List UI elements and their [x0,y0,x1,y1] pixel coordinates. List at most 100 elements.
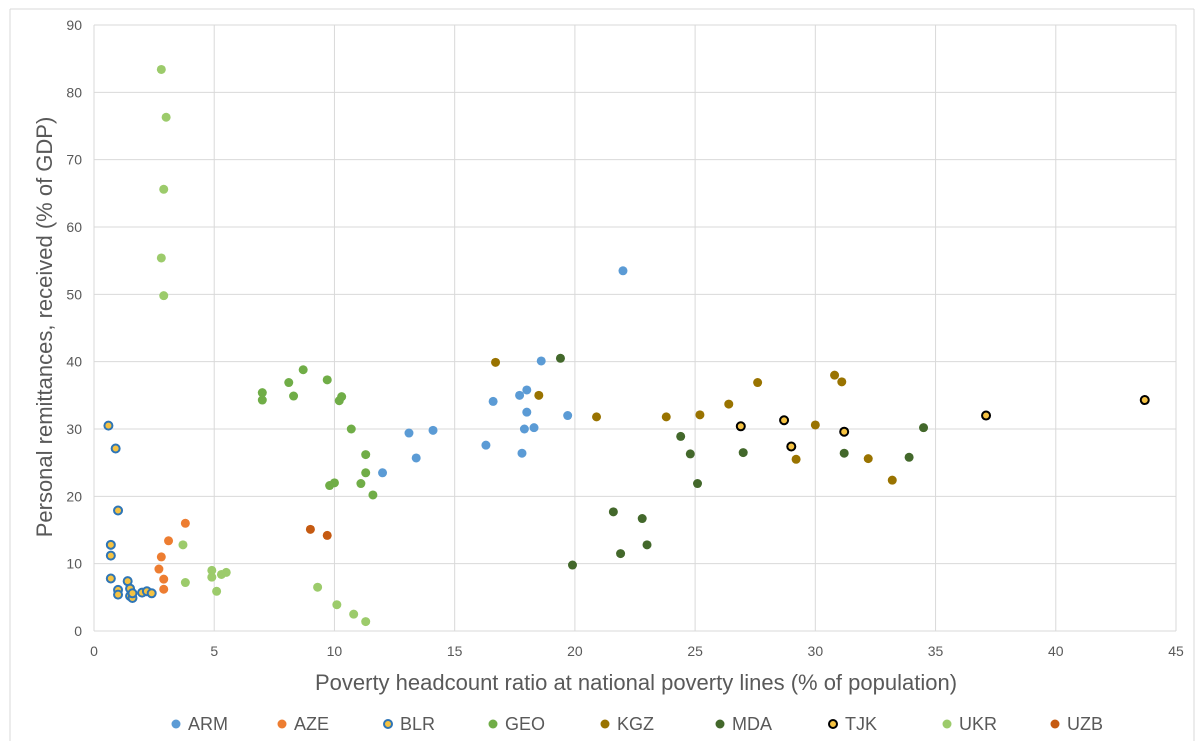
point-geo [361,450,371,460]
point-geo [289,391,299,401]
tick-labels: 0 5 10 15 20 25 30 35 40 45 0 10 20 30 40 50 60 70 80 90 [66,17,1184,659]
x-tick-label: 35 [928,643,944,659]
point-aze [180,518,190,528]
point-kgz [491,357,501,367]
y-tick-label: 60 [66,219,82,235]
point-arm [517,448,527,458]
legend-marker-kgz [600,719,610,729]
x-tick-label: 45 [1168,643,1184,659]
x-tick-label: 0 [90,643,98,659]
x-tick-label: 40 [1048,643,1064,659]
point-ukr [161,112,171,122]
point-geo [329,478,339,488]
point-geo [337,392,347,402]
point-arm [563,411,573,421]
point-aze [154,564,164,574]
point-uzb [322,530,332,540]
point-mda [567,560,577,570]
point-ukr [159,291,169,301]
point-tjk [779,415,790,426]
point-arm [522,385,532,395]
point-kgz [592,412,602,422]
legend-marker-arm [171,719,181,729]
point-mda [693,479,703,489]
point-ukr [313,582,323,592]
point-kgz [695,410,705,420]
point-ukr [156,253,166,263]
point-mda [637,514,647,524]
point-mda [685,449,695,459]
y-tick-label: 10 [66,556,82,572]
point-arm [522,407,532,417]
point-arm [618,266,628,276]
legend-marker-geo [488,719,498,729]
point-uzb [305,524,315,534]
point-blr [105,550,116,561]
point-arm [428,425,438,435]
point-kgz [534,390,544,400]
point-kgz [830,370,840,380]
point-geo [361,468,371,478]
x-tick-label: 20 [567,643,583,659]
point-arm [404,428,414,438]
y-tick-label: 70 [66,152,82,168]
gridlines [93,24,1177,632]
point-ukr [332,600,342,610]
legend-label-blr: BLR [400,714,435,734]
point-arm [529,423,539,433]
y-tick-label: 80 [66,84,82,100]
point-mda [738,448,748,458]
point-tjk [839,426,850,437]
x-tick-label: 10 [327,643,343,659]
point-kgz [791,454,801,464]
legend-label-ukr: UKR [959,714,997,734]
legend-marker-ukr [942,719,952,729]
point-blr [105,573,116,584]
point-geo [284,378,294,388]
point-kgz [837,377,847,387]
point-mda [608,507,618,517]
point-blr [103,420,114,431]
y-tick-label: 30 [66,421,82,437]
point-tjk [735,421,746,432]
point-blr [113,589,124,600]
point-tjk [786,441,797,452]
legend: ARM AZE BLR GEO KGZ MDA TJK UKR UZB [171,714,1103,734]
legend-marker-tjk [828,719,838,729]
point-geo [322,375,332,385]
legend-marker-mda [715,719,725,729]
point-mda [642,540,652,550]
legend-label-geo: GEO [505,714,545,734]
point-arm [411,453,421,463]
point-aze [156,552,166,562]
point-mda [919,423,929,433]
y-axis-title: Personal remittances, received (% of GDP… [32,117,57,538]
x-tick-label: 25 [687,643,703,659]
y-tick-label: 20 [66,488,82,504]
point-ukr [207,572,217,582]
point-geo [368,490,378,500]
point-blr [146,588,157,599]
point-aze [159,574,169,584]
legend-label-mda: MDA [732,714,772,734]
y-tick-label: 40 [66,354,82,370]
point-kgz [661,412,671,422]
point-kgz [887,475,897,485]
x-tick-label: 5 [210,643,218,659]
legend-label-aze: AZE [294,714,329,734]
point-mda [616,549,626,559]
legend-label-tjk: TJK [845,714,877,734]
y-tick-label: 90 [66,17,82,33]
point-ukr [207,565,217,575]
point-ukr [212,586,222,596]
y-tick-label: 0 [74,623,82,639]
legend-label-uzb: UZB [1067,714,1103,734]
point-kgz [863,454,873,464]
point-kgz [753,378,763,388]
point-kgz [724,399,734,409]
legend-marker-blr [383,719,393,729]
point-ukr [361,617,371,627]
legend-marker-uzb [1050,719,1060,729]
